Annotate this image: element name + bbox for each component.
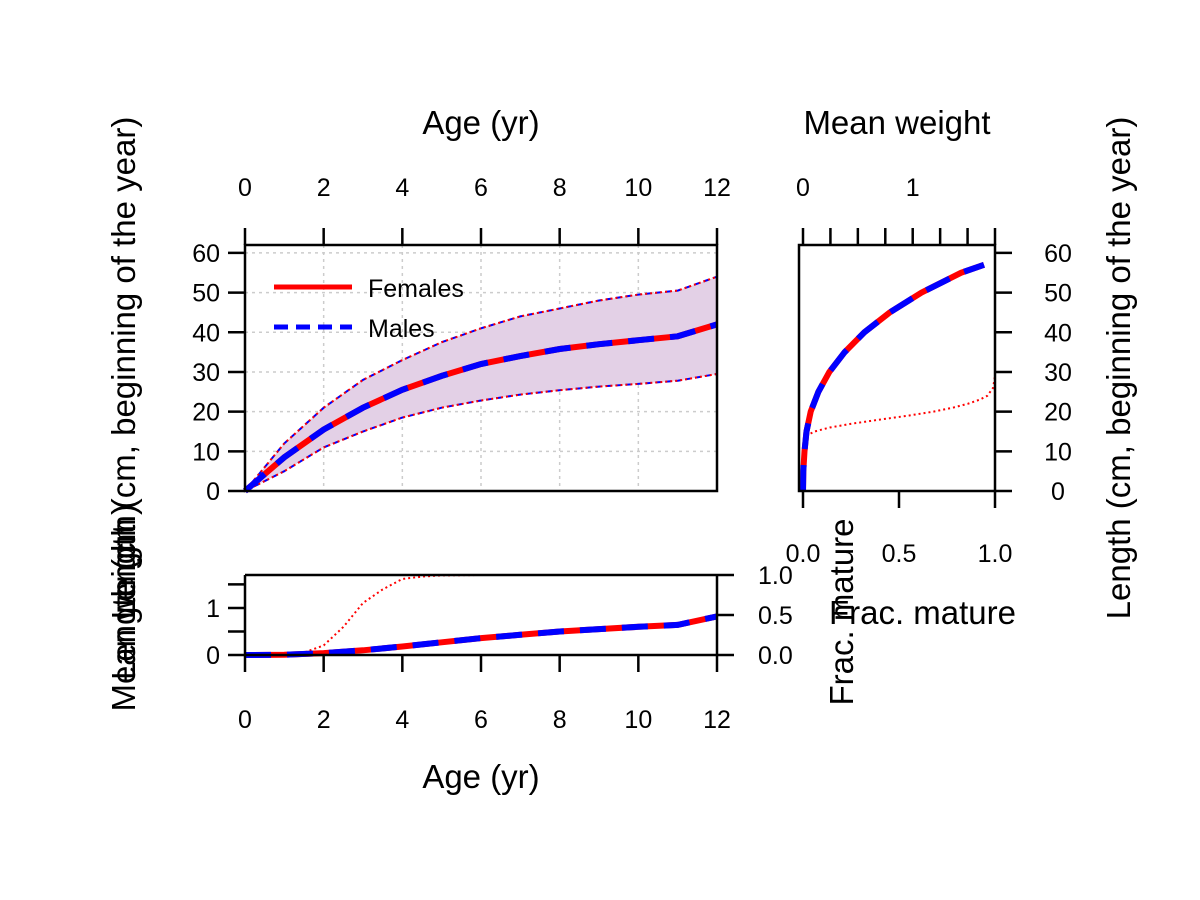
bottom-x-tick-label: 0.0 [786,540,821,568]
right-y-tick-label: 0 [1051,478,1065,506]
right-y-axis-label: Frac. mature [829,594,1016,631]
overlapping-length-label: Length (cm) [105,504,142,680]
bottom-x-tick-label: 10 [624,706,652,734]
top-x-tick-label: 8 [553,174,567,202]
top-x-tick-label: 2 [317,174,331,202]
bottom-x-tick-label: 0 [238,706,252,734]
right-y-tick-label: 50 [1044,280,1072,308]
left-y-tick-label: 0 [206,478,220,506]
series-lines [800,261,996,492]
left-y-tick-label: 40 [192,319,220,347]
legend-females-label: Females [368,275,464,303]
legend-males-label: Males [368,315,435,343]
bottom-x-tick-label: 1.0 [978,540,1013,568]
right-y-tick-label: 60 [1044,240,1072,268]
length-at-age-panel: 0 2 4 6 8 10 12 0 10 20 30 40 50 60 Age (yr) Length (… [105,104,731,619]
top-x-tick-label: 4 [395,174,409,202]
axis-ticks: 0 2 4 6 8 10 12 0 1 0.0 0.5 1.0 [206,562,793,734]
right-y-tick-label: 40 [1044,319,1072,347]
top-x-tick-label: 6 [474,174,488,202]
left-y-tick-label: 10 [192,438,220,466]
bottom-x-tick-label: 0.5 [882,540,917,568]
females-weight-curve [800,261,985,492]
bottom-x-tick-label: 12 [703,706,731,734]
right-y-axis-label: Length (cm, beginning of the year) [1100,117,1137,620]
weight-maturity-at-age-panel: 0 2 4 6 8 10 12 0 1 0.0 0.5 1.0 Age (yr) Mean weigh… [105,504,1016,795]
bottom-x-tick-label: 2 [317,706,331,734]
left-y-tick-label: 1 [206,595,220,623]
males-weight-at-age [244,613,718,658]
males-mean-line [243,321,718,494]
bottom-x-tick-label: 6 [474,706,488,734]
top-x-tick-label: 0 [796,174,810,202]
females-lower-bound [244,373,718,492]
males-weight-curve [800,261,985,492]
plot-frame [797,243,997,493]
series-lines [243,275,718,494]
top-x-tick-label: 12 [703,174,731,202]
bottom-x-axis-label: Frac. mature [823,518,860,705]
left-y-tick-label: 50 [192,280,220,308]
series-lines [244,574,718,658]
left-y-tick-label: 20 [192,399,220,427]
right-y-tick-label: 30 [1044,359,1072,387]
top-x-tick-label: 0 [238,174,252,202]
top-x-axis-label: Age (yr) [422,104,539,141]
right-y-tick-label: 0.0 [758,642,793,670]
right-y-tick-label: 0.5 [758,602,793,630]
left-y-tick-label: 30 [192,359,220,387]
top-x-tick-label: 1 [906,174,920,202]
left-y-axis-label: Length (cm, beginning of the year) [105,117,142,620]
top-x-axis-title: Mean weight [803,104,990,141]
top-x-tick-label: 10 [624,174,652,202]
left-y-tick-label: 60 [192,240,220,268]
maturity-curve [803,375,996,491]
legend: Females Males [274,275,464,343]
left-y-tick-label: 0 [206,642,220,670]
bottom-x-axis-label: Age (yr) [422,758,539,795]
right-y-tick-label: 10 [1044,438,1072,466]
males-upper-bound [244,275,718,492]
left-y-axis-label: Mean weight [105,524,142,711]
bottom-x-tick-label: 4 [395,706,409,734]
bottom-x-tick-label: 8 [553,706,567,734]
axis-ticks: 0 2 4 6 8 10 12 0 10 20 30 40 50 60 [192,174,731,506]
right-y-tick-label: 20 [1044,399,1072,427]
right-y-tick-label: 1.0 [758,562,793,590]
confidence-band [245,276,717,491]
